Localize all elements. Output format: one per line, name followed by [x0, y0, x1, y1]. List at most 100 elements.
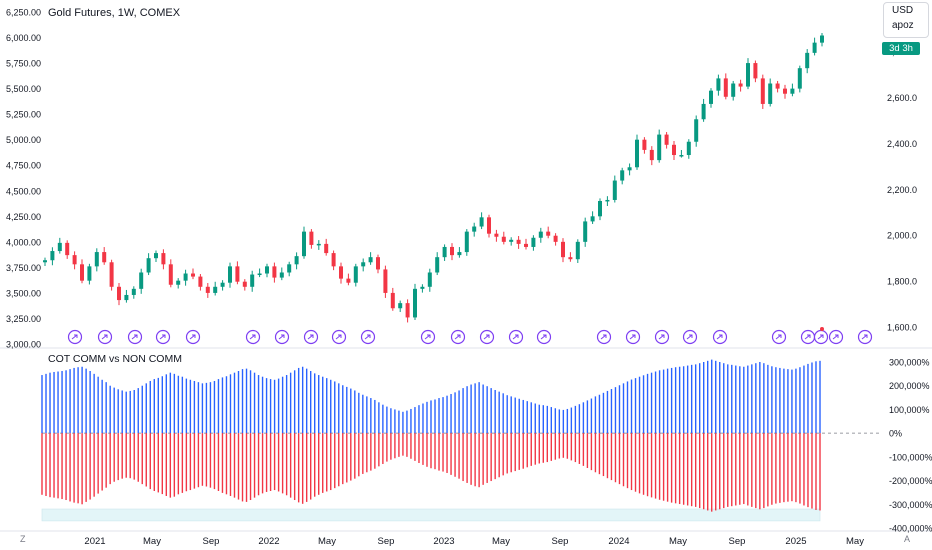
event-marker-arrow	[189, 334, 196, 340]
event-marker-arrow	[249, 334, 256, 340]
candle-body	[783, 88, 787, 94]
candle-body	[80, 264, 84, 281]
event-marker-arrow	[629, 334, 636, 340]
candle-body	[605, 199, 610, 202]
candle-body	[87, 266, 92, 281]
candle-body	[316, 243, 321, 246]
candle-body	[598, 200, 602, 217]
candle-body	[331, 253, 336, 267]
event-marker-arrow	[716, 334, 723, 340]
candle-body	[405, 303, 410, 318]
event-marker-arrow	[454, 334, 461, 340]
left-axis-tick-label: 5,750.00	[6, 59, 41, 69]
bar-countdown-badge: 3d 3h	[882, 42, 920, 55]
candle-body	[797, 68, 802, 89]
candle-body	[43, 260, 47, 263]
indicator-axis-tick-label: -200,000%	[889, 476, 932, 486]
candle-body	[457, 252, 462, 256]
candle-body	[672, 144, 676, 156]
time-axis-tick-label: Sep	[378, 536, 395, 547]
candle-body	[790, 88, 795, 94]
reference-band	[41, 508, 821, 522]
candle-body	[279, 272, 284, 278]
candle-body	[701, 103, 706, 120]
zoom-reset-button[interactable]: Z	[20, 534, 26, 544]
candle-body	[102, 252, 107, 263]
left-axis-tick-label: 4,750.00	[6, 161, 41, 171]
currency-selector[interactable]: USD apoz	[883, 2, 929, 38]
candle-body	[524, 243, 528, 247]
candle-body	[361, 262, 366, 267]
time-axis-tick-label: Sep	[729, 536, 746, 547]
candle-body	[642, 139, 647, 150]
candle-body	[376, 257, 380, 270]
time-axis-tick-label: May	[143, 536, 161, 547]
event-marker-arrow	[600, 334, 607, 340]
candle-body	[664, 134, 669, 145]
right-axis-tick-label: 2,000.0	[887, 231, 917, 241]
candle-body	[161, 253, 166, 265]
candle-body	[679, 155, 684, 157]
candle-body	[531, 237, 536, 247]
event-marker-arrow	[424, 334, 431, 340]
event-marker-arrow	[278, 334, 285, 340]
candle-body	[420, 286, 425, 289]
latest-event-dot	[820, 327, 824, 331]
event-marker-arrow	[101, 334, 108, 340]
left-axis-tick-label: 4,250.00	[6, 212, 41, 222]
event-marker-arrow	[307, 334, 314, 340]
candle-body	[265, 266, 269, 274]
candle-body	[516, 239, 521, 244]
candle-body	[509, 239, 514, 242]
candle-body	[546, 231, 551, 236]
right-axis-tick-label: 1,800.0	[887, 277, 917, 287]
event-marker-arrow	[832, 334, 839, 340]
candle-body	[124, 294, 129, 301]
chart-title: Gold Futures, 1W, COMEX	[48, 7, 181, 19]
indicator-axis-tick-label: 100,000%	[889, 405, 930, 415]
indicator-title: COT COMM vs NON COMM	[48, 353, 182, 365]
event-marker-arrow	[512, 334, 519, 340]
auto-scale-button[interactable]: A	[904, 534, 911, 544]
indicator-axis-tick-label: -100,000%	[889, 452, 932, 462]
indicator-axis-tick-label: 200,000%	[889, 381, 930, 391]
right-axis-tick-label: 1,600.0	[887, 323, 917, 333]
candle-body	[302, 231, 306, 257]
candle-body	[686, 141, 691, 156]
candle-body	[220, 282, 225, 287]
candle-body	[450, 246, 454, 256]
candle-body	[339, 266, 343, 279]
candle-body	[501, 236, 506, 242]
candle-body	[213, 286, 218, 293]
candle-body	[57, 242, 62, 252]
candle-body	[65, 242, 70, 256]
time-axis-tick-label: 2021	[84, 536, 105, 547]
candle-body	[131, 288, 136, 295]
candle-body	[775, 83, 780, 89]
time-axis-tick-label: 2022	[258, 536, 279, 547]
time-axis-tick-label: May	[846, 536, 864, 547]
candle-body	[383, 269, 388, 293]
candle-body	[479, 217, 484, 227]
time-axis-tick-label: 2024	[608, 536, 629, 547]
candle-body	[620, 170, 625, 181]
candle-body	[487, 217, 491, 234]
candle-body	[346, 278, 351, 283]
time-axis-tick-label: May	[669, 536, 687, 547]
candle-body	[176, 280, 181, 285]
event-marker-arrow	[804, 334, 811, 340]
candle-body	[657, 134, 662, 161]
candle-body	[287, 264, 292, 273]
candle-body	[50, 251, 55, 261]
candle-body	[442, 246, 447, 258]
candle-body	[353, 266, 358, 283]
candle-body	[324, 243, 329, 254]
candle-body	[413, 288, 417, 318]
candle-body	[820, 35, 824, 43]
event-marker-arrow	[817, 334, 824, 340]
candle-body	[435, 257, 440, 273]
candle-body	[242, 281, 247, 287]
time-axis-tick-label: Sep	[203, 536, 220, 547]
candle-body	[494, 233, 499, 237]
